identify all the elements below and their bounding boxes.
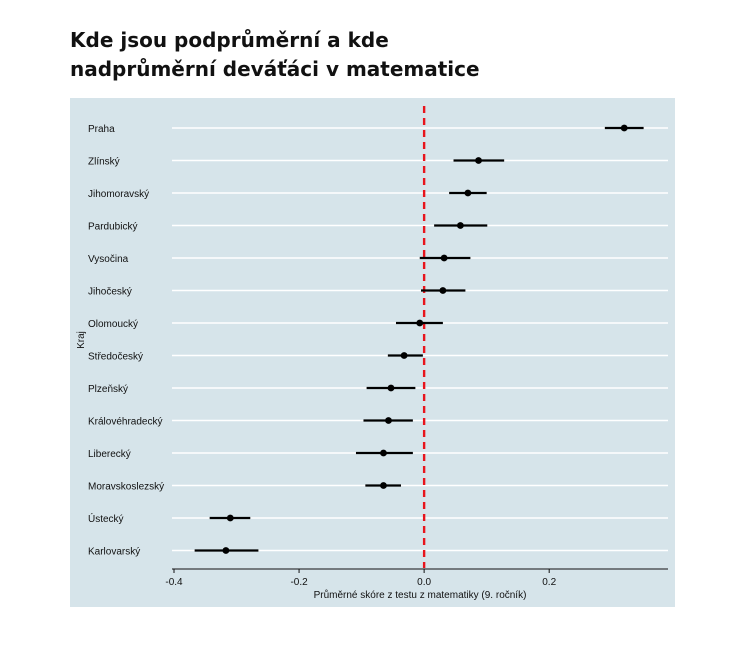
data-point: [440, 254, 448, 262]
data-point: [380, 449, 387, 457]
data-point: [385, 417, 392, 424]
data-point: [222, 547, 230, 554]
data-point: [400, 352, 408, 359]
x-axis: -0.4 -0.2 0.0 0.2: [165, 568, 668, 588]
category-label: Plzeňský: [88, 384, 128, 395]
points: [222, 124, 628, 554]
category-labels: Praha Zlínský Jihomoravský Pardubický Vysoči…: [88, 124, 164, 558]
data-point: [464, 189, 472, 197]
category-label: Jihomoravský: [88, 189, 149, 200]
data-point: [226, 514, 234, 522]
x-tick-label: -0.4: [165, 577, 183, 588]
category-label: Ústecký: [88, 512, 124, 525]
category-label: Karlovarský: [88, 547, 140, 558]
category-label: Liberecký: [88, 449, 131, 460]
category-label: Praha: [88, 124, 115, 135]
category-label: Zlínský: [88, 157, 120, 168]
y-axis-label: Kraj: [76, 331, 87, 349]
category-label: Vysočina: [88, 254, 129, 265]
data-point: [416, 319, 424, 327]
chart-title: Kde jsou podprůměrní a kde nadprůměrní d…: [70, 26, 690, 84]
category-label: Moravskoslezský: [88, 482, 164, 493]
category-label: Olomoucký: [88, 319, 138, 330]
data-point: [620, 124, 628, 132]
category-label: Královéhradecký: [88, 417, 162, 428]
chart-title-line-1: Kde jsou podprůměrní a kde: [70, 28, 389, 52]
category-label: Středočeský: [88, 352, 143, 363]
category-label: Pardubický: [88, 222, 137, 233]
chart-panel: [70, 98, 675, 607]
data-point: [475, 157, 482, 164]
x-axis-label: Průměrné skóre z testu z matematiky (9. …: [314, 589, 527, 601]
category-label: Jihočeský: [88, 287, 132, 298]
x-tick-label: 0.2: [542, 577, 556, 588]
data-point: [380, 482, 387, 489]
data-point: [387, 384, 395, 392]
data-point: [456, 222, 464, 229]
x-tick-label: 0.0: [417, 577, 431, 588]
data-point: [439, 287, 447, 294]
x-tick-label: -0.2: [290, 577, 308, 588]
chart-title-line-2: nadprůměrní deváťáci v matematice: [70, 57, 480, 81]
